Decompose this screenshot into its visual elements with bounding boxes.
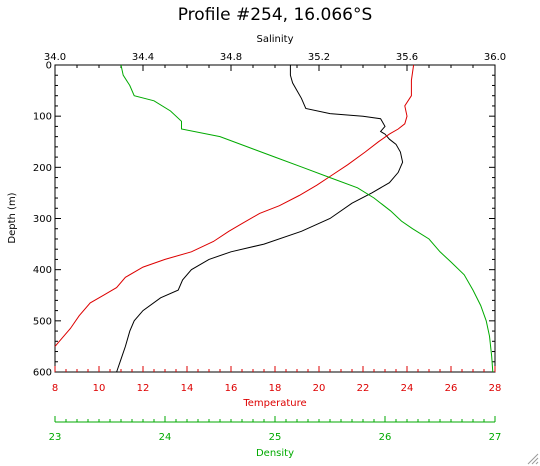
temperature-tick-label: 18 [269,383,282,394]
temperature-tick-label: 16 [225,383,238,394]
resize-grip-icon[interactable] [525,451,539,465]
density-axis-label: Density [256,448,294,459]
density-tick-label: 24 [159,432,172,443]
y-tick-label: 400 [33,265,52,276]
salinity-tick-label: 35.2 [308,52,330,63]
y-tick-label: 600 [33,368,52,379]
depth-axis-label: Depth (m) [7,192,18,243]
y-tick-label: 300 [33,214,52,225]
temperature-tick-label: 10 [93,383,106,394]
temperature-tick-label: 12 [137,383,150,394]
y-tick-label: 0 [46,61,52,72]
salinity-tick-label: 35.6 [396,52,418,63]
temperature-tick-label: 8 [52,383,58,394]
temperature-tick-label: 24 [401,383,414,394]
temperature-tick-label: 20 [313,383,326,394]
density-tick-label: 23 [49,432,62,443]
density-tick-label: 27 [489,432,502,443]
plot-frame [54,64,496,373]
chart-title: Profile #254, 16.066°S [178,5,373,25]
y-tick-label: 100 [33,112,52,123]
y-tick-label: 500 [33,316,52,327]
salinity-tick-label: 34.4 [132,52,154,63]
y-tick-label: 200 [33,163,52,174]
salinity-tick-label: 36.0 [484,52,506,63]
temperature-tick-label: 28 [489,383,502,394]
salinity-profile-line [116,65,404,373]
density-tick-label: 25 [269,432,282,443]
chart-marks: 0 100 200 300 400 500 600 34.0 34.4 34.8 35.2 35.6 3… [33,52,506,443]
temperature-profile-line [54,64,415,347]
density-profile-line [120,64,494,373]
salinity-axis-label: Salinity [257,34,294,45]
temperature-tick-label: 22 [357,383,370,394]
temperature-tick-label: 26 [445,383,458,394]
temperature-axis-label: Temperature [242,398,306,409]
salinity-tick-label: 34.8 [220,52,242,63]
density-tick-label: 26 [379,432,392,443]
salinity-tick-label: 34.0 [44,52,66,63]
temperature-tick-label: 14 [181,383,194,394]
